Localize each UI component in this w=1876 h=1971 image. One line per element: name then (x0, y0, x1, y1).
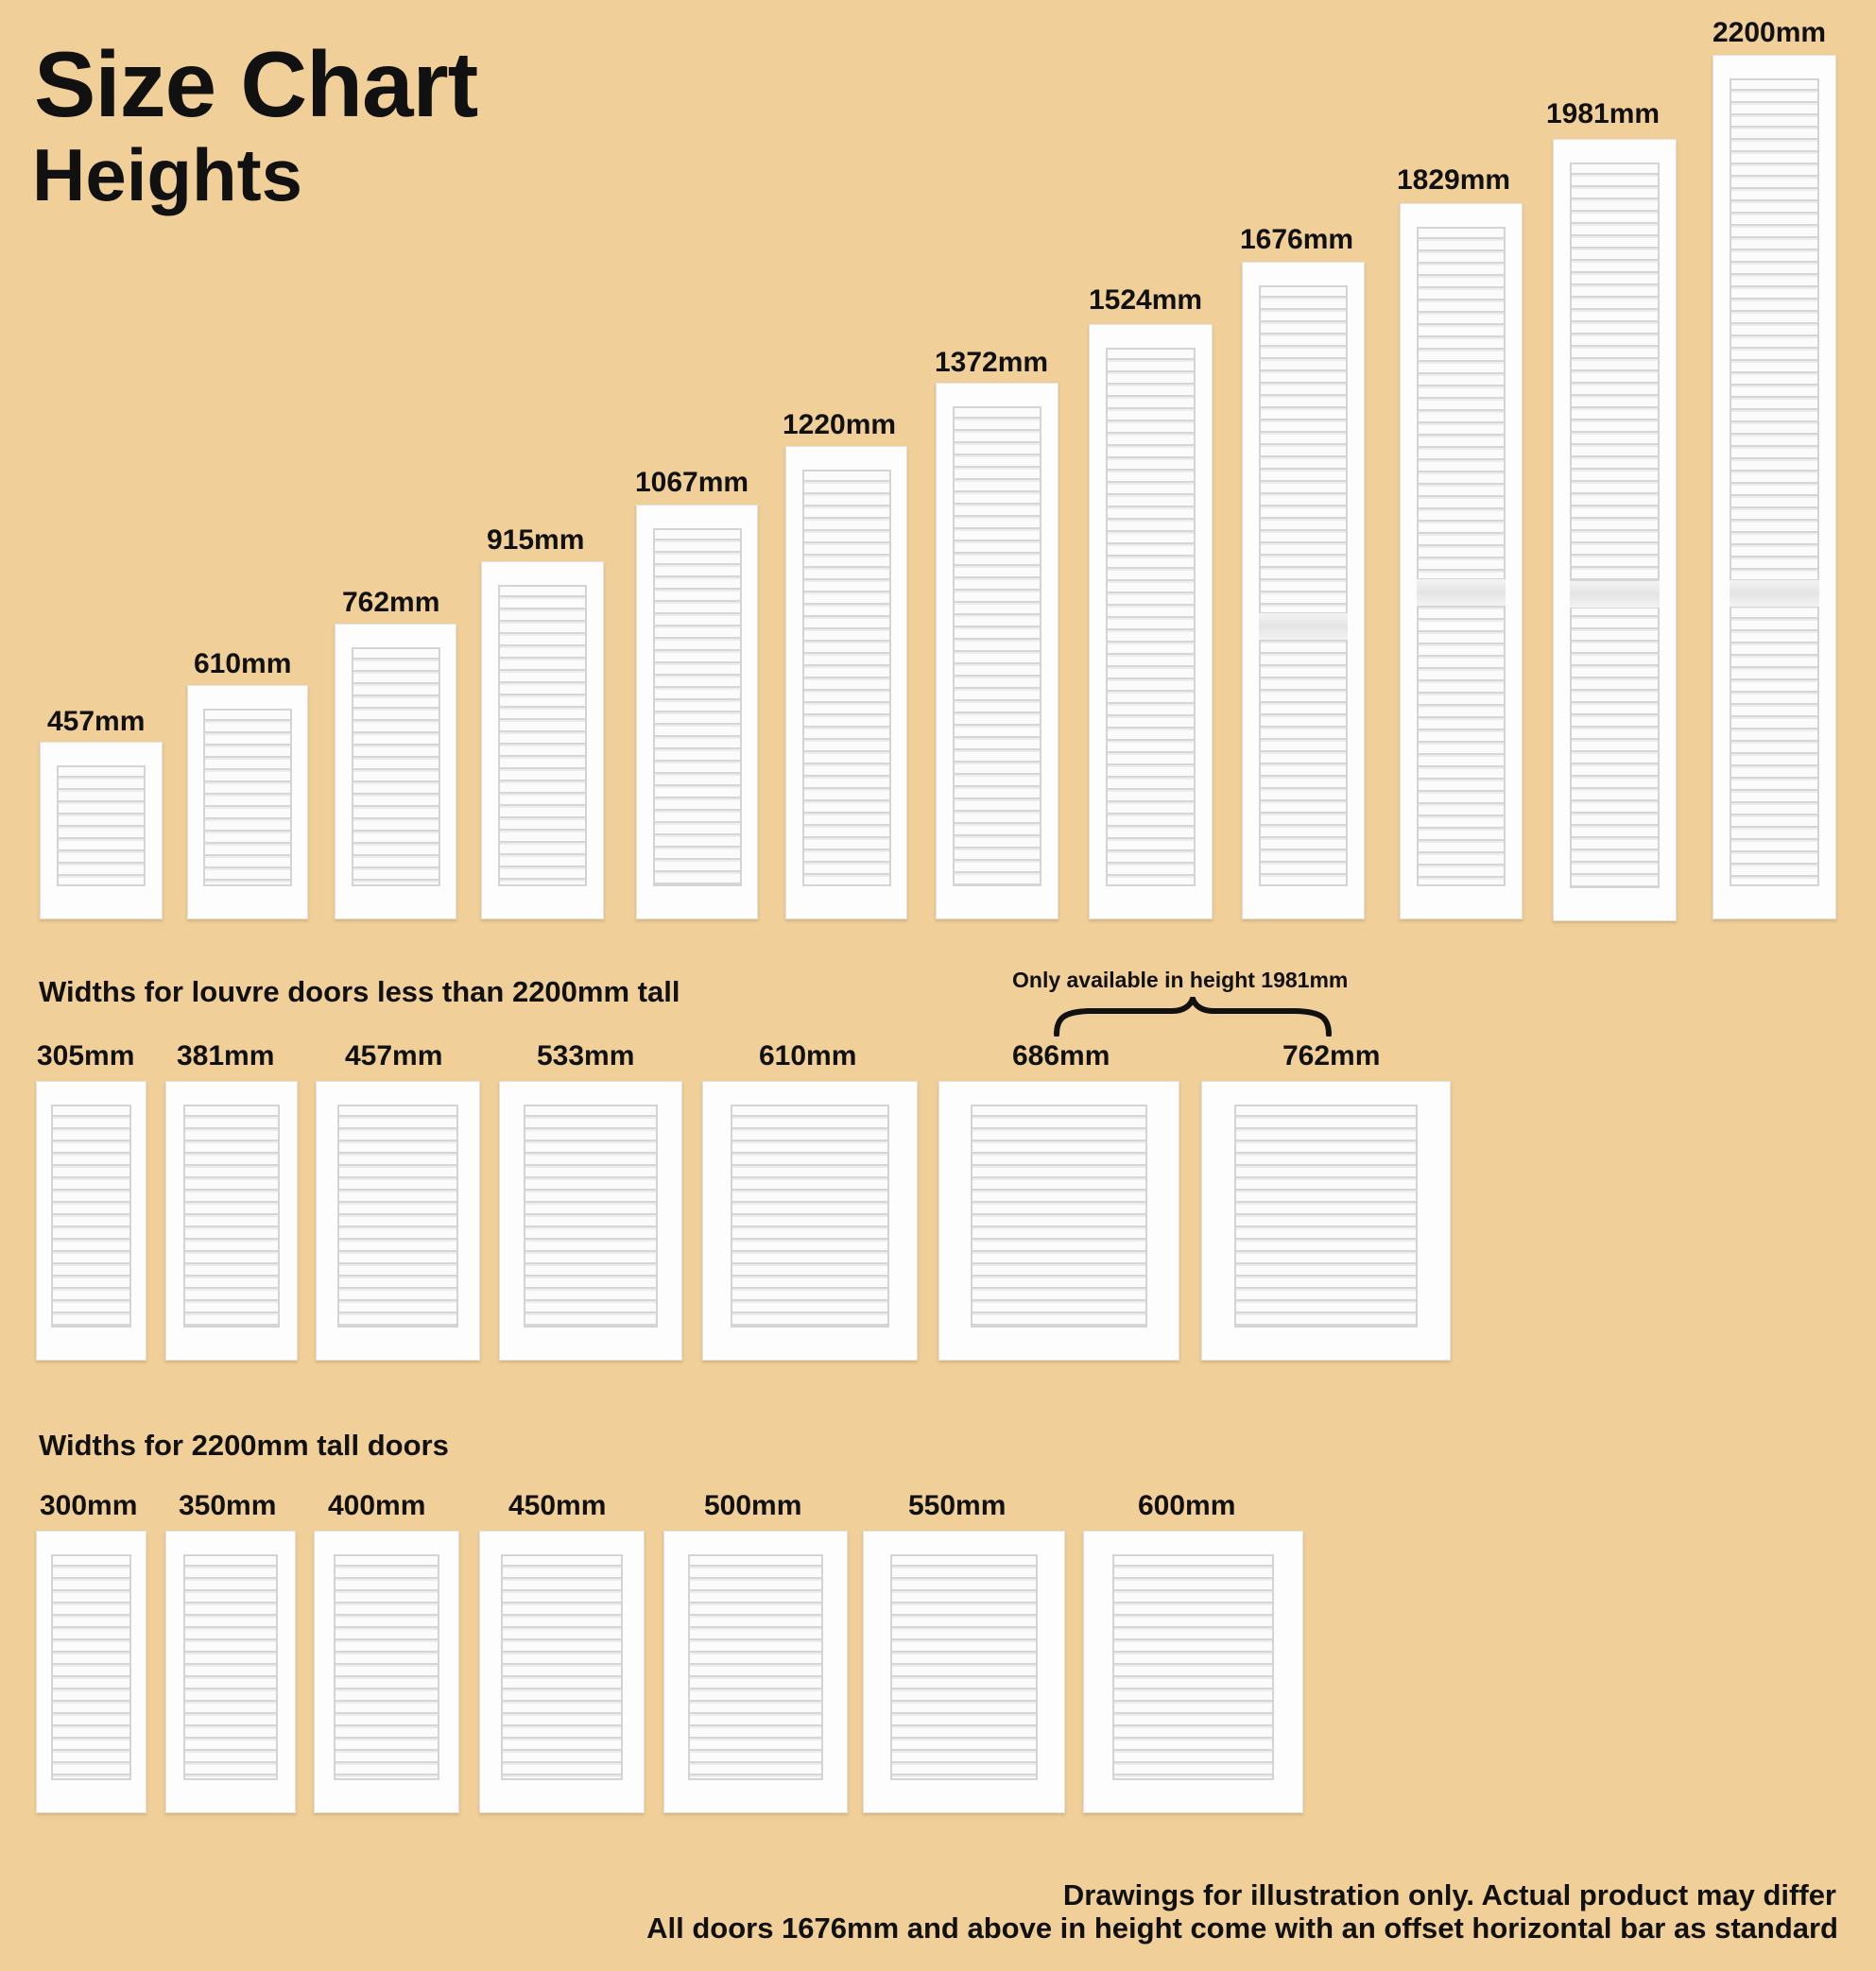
height-label: 1524mm (1089, 284, 1203, 316)
width-label: 450mm (508, 1490, 607, 1521)
availability-note: Only available in height 1981mm (1012, 968, 1349, 992)
height-label: 762mm (342, 587, 440, 618)
page-subtitle: Heights (32, 133, 303, 216)
door-width-400 (314, 1531, 459, 1813)
page-title: Size Chart (34, 32, 478, 136)
width-label: 381mm (177, 1040, 275, 1071)
height-label: 610mm (194, 648, 292, 679)
width-label: 300mm (40, 1490, 138, 1521)
footer-offset-bar-note: All doors 1676mm and above in height com… (646, 1911, 1838, 1945)
height-label: 1067mm (635, 467, 749, 498)
width-label: 550mm (908, 1490, 1007, 1521)
door-height-915 (481, 561, 604, 919)
width-label: 350mm (179, 1490, 277, 1521)
door-height-1220 (785, 446, 907, 919)
door-width-762 (1201, 1081, 1451, 1361)
footer-disclaimer: Drawings for illustration only. Actual p… (1062, 1878, 1836, 1911)
height-label: 2200mm (1712, 17, 1827, 48)
width-label: 600mm (1138, 1490, 1236, 1521)
door-height-762 (335, 624, 456, 919)
door-height-1981 (1553, 139, 1677, 921)
door-width-305 (36, 1081, 146, 1361)
door-width-533 (499, 1081, 682, 1361)
door-height-1829 (1400, 203, 1523, 919)
door-width-686 (938, 1081, 1179, 1361)
height-label: 1829mm (1397, 164, 1511, 196)
width-label: 500mm (704, 1490, 802, 1521)
width-label: 762mm (1282, 1040, 1381, 1071)
door-width-550 (863, 1531, 1065, 1813)
width-label: 305mm (37, 1040, 135, 1071)
door-width-457 (316, 1081, 480, 1361)
height-label: 915mm (487, 524, 585, 556)
door-width-600 (1083, 1531, 1303, 1813)
door-width-610 (702, 1081, 918, 1361)
door-height-2200 (1712, 55, 1836, 919)
door-height-1524 (1089, 324, 1213, 919)
door-height-457 (40, 742, 163, 919)
height-label: 1220mm (783, 409, 897, 440)
height-label: 1676mm (1240, 224, 1354, 255)
door-height-1372 (936, 383, 1058, 919)
width-label: 686mm (1012, 1040, 1110, 1071)
width-label: 457mm (345, 1040, 443, 1071)
door-height-1067 (636, 505, 758, 919)
height-label: 1981mm (1546, 98, 1661, 129)
door-height-1676 (1242, 262, 1365, 919)
width-label: 533mm (537, 1040, 635, 1071)
width-label: 610mm (759, 1040, 857, 1071)
door-width-350 (165, 1531, 296, 1813)
height-label: 1372mm (935, 347, 1049, 378)
door-width-381 (165, 1081, 298, 1361)
widths-standard-heading: Widths for louvre doors less than 2200mm… (39, 975, 680, 1008)
door-width-300 (36, 1531, 146, 1813)
height-label: 457mm (47, 706, 146, 737)
width-label: 400mm (328, 1490, 426, 1521)
door-height-610 (187, 685, 308, 919)
door-width-450 (479, 1531, 645, 1813)
door-width-500 (663, 1531, 848, 1813)
widths-tall-heading: Widths for 2200mm tall doors (39, 1429, 449, 1462)
brace-icon (1054, 997, 1332, 1037)
